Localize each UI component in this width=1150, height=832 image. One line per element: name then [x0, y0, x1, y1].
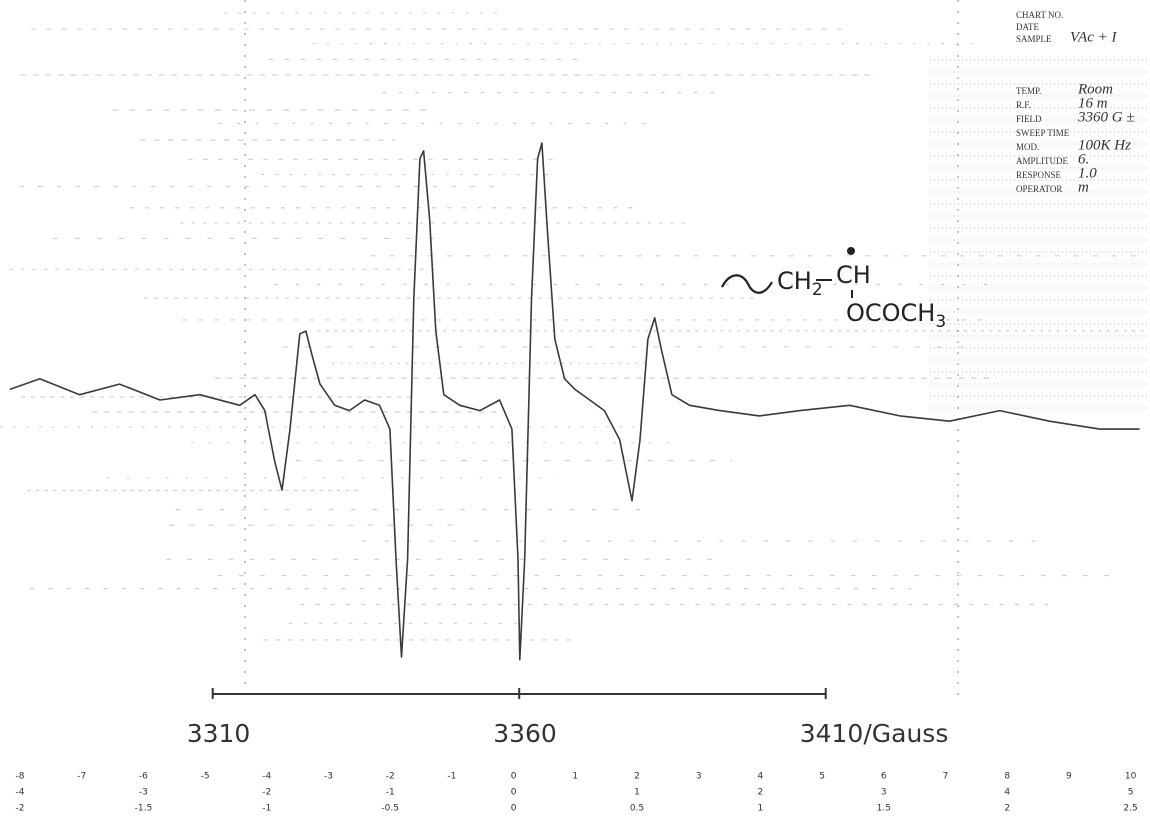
- parameter-value: 3360 G ±: [1077, 109, 1135, 125]
- parameter-label: DATE: [1016, 22, 1039, 32]
- scale-number: 1.5: [877, 804, 891, 814]
- chain-text: CH: [777, 267, 812, 295]
- scale-number: -1.5: [135, 804, 153, 814]
- scale-number: -4: [16, 788, 25, 798]
- parameter-label: CHART NO.: [1016, 10, 1063, 20]
- scale-number: -4: [262, 772, 271, 782]
- chain-subscript: 2: [812, 280, 823, 300]
- parameter-value: 6.: [1078, 151, 1089, 167]
- parameter-label: OPERATOR: [1016, 184, 1062, 194]
- scale-number: 6: [881, 772, 887, 782]
- radical-group: CH: [836, 261, 871, 289]
- scale-number: -6: [139, 772, 148, 782]
- scale-number: 2: [634, 772, 640, 782]
- scale-number: -3: [324, 772, 333, 782]
- parameter-value: 1.0: [1078, 165, 1097, 181]
- x-tick-label: 3360: [493, 719, 557, 748]
- scale-number: 4: [1004, 788, 1010, 798]
- radical-dot: [847, 247, 855, 255]
- scale-number: 2: [758, 788, 764, 798]
- chart-paper: [0, 0, 1150, 700]
- parameter-value: m: [1078, 179, 1089, 195]
- parameter-label: R.F.: [1016, 100, 1031, 110]
- scale-number: -5: [201, 772, 210, 782]
- parameter-label: SWEEP TIME: [1016, 128, 1070, 138]
- scale-number: -1: [386, 788, 395, 798]
- scale-number: 3: [881, 788, 887, 798]
- parameter-value: VAc + I: [1070, 29, 1117, 45]
- scale-number: -3: [139, 788, 148, 798]
- parameter-label: TEMP.: [1016, 86, 1041, 96]
- scale-number: 4: [758, 772, 764, 782]
- scale-number: 5: [1128, 788, 1134, 798]
- scale-number: -2: [262, 788, 271, 798]
- scale-number: 0: [511, 788, 517, 798]
- parameter-value: 100K Hz: [1078, 137, 1131, 153]
- substituent-group: OCOCH3: [846, 299, 946, 332]
- scale-number: 10: [1125, 772, 1137, 782]
- scale-number: 1: [572, 772, 578, 782]
- scale-number: 8: [1004, 772, 1010, 782]
- scale-number: 3: [696, 772, 702, 782]
- substituent-subscript: 3: [935, 312, 946, 332]
- scale-number: -1: [262, 804, 271, 814]
- scale-number: -2: [386, 772, 395, 782]
- scale-number: 1: [634, 788, 640, 798]
- spectrum-line: [9, 142, 1140, 661]
- parameter-label: SAMPLE: [1016, 34, 1052, 44]
- scale-number: -0.5: [381, 804, 399, 814]
- scale-number: -1: [447, 772, 456, 782]
- chain-tilde: [721, 274, 773, 294]
- scale-number: 1: [758, 804, 764, 814]
- scale-number: 9: [1066, 772, 1072, 782]
- substituent-text: OCOCH: [846, 299, 935, 327]
- parameter-label: RESPONSE: [1016, 170, 1062, 180]
- scale-number: 7: [943, 772, 949, 782]
- scale-number: -7: [77, 772, 86, 782]
- x-tick-label: 3410/Gauss: [800, 719, 949, 748]
- scale-number: -8: [16, 772, 25, 782]
- scale-number: 5: [819, 772, 825, 782]
- chain-group: CH2: [777, 267, 823, 300]
- parameter-label: AMPLITUDE: [1016, 156, 1068, 166]
- scale-number: 2.5: [1123, 804, 1137, 814]
- parameter-label: MOD.: [1016, 142, 1039, 152]
- scale-number: 0: [511, 804, 517, 814]
- scale-number: 0: [511, 772, 517, 782]
- parameter-value: 16 m: [1078, 95, 1108, 111]
- scale-number: 2: [1004, 804, 1010, 814]
- x-tick-label: 3310: [187, 719, 251, 748]
- parameter-value: Room: [1077, 81, 1113, 97]
- scale-number: 0.5: [630, 804, 644, 814]
- scale-number: -2: [16, 804, 25, 814]
- parameter-label: FIELD: [1016, 114, 1042, 124]
